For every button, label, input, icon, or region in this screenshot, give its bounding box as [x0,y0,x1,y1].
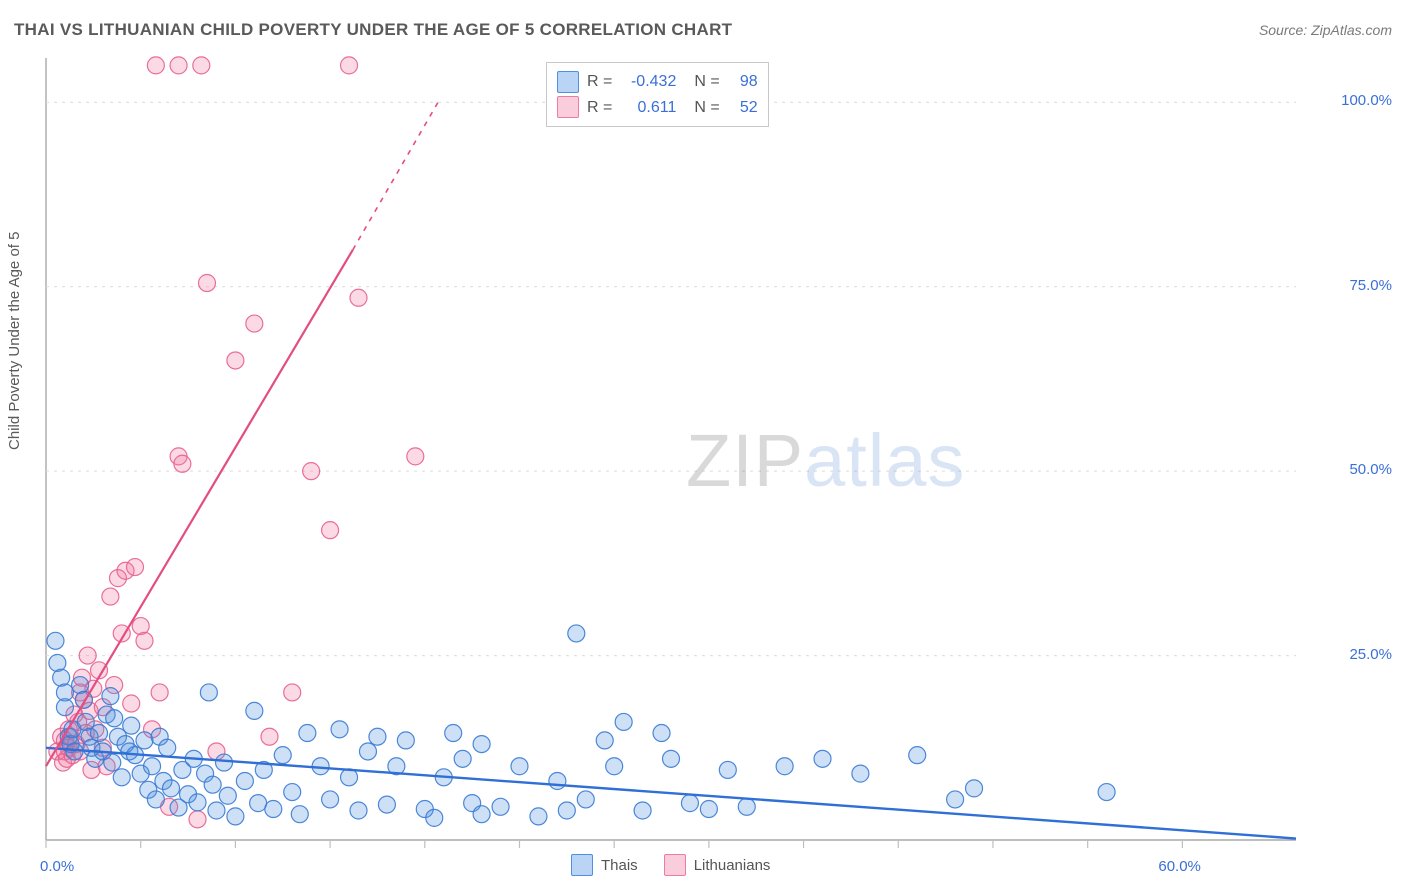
xtick-60: 60.0% [1158,858,1201,875]
plot-area: ZIPatlas R =-0.432N =98R =0.611N =52 [46,58,1296,840]
xtick-0: 0.0% [40,858,74,875]
stat-n-label: N = [694,69,719,95]
bottom-legend: Thais Lithuanians [571,854,770,876]
stat-n-value: 52 [728,95,758,121]
stats-row: R = 0.611 N = 52 [557,95,758,121]
stat-r-value: 0.611 [620,95,676,121]
legend-label: Thais [601,857,638,874]
stat-r-label: R = [587,69,612,95]
stat-n-value: 98 [728,69,758,95]
stat-r-value: -0.432 [620,69,676,95]
legend-item: Thais [571,854,638,876]
y-axis-label: Child Poverty Under the Age of 5 [6,232,23,450]
legend-swatch [664,854,686,876]
stat-r-label: R = [587,95,612,121]
ytick-100: 100.0% [1341,92,1392,109]
legend-swatch [571,854,593,876]
ytick-50: 50.0% [1349,461,1392,478]
ytick-75: 75.0% [1349,277,1392,294]
stats-legend-box: R = -0.432 N = 98 R = 0.611 N = 52 [546,62,769,127]
legend-label: Lithuanians [694,857,771,874]
legend-swatch [557,96,579,118]
legend-item: Lithuanians [664,854,771,876]
source-label: Source: ZipAtlas.com [1259,22,1392,38]
stats-row: R = -0.432 N = 98 [557,69,758,95]
chart-title: THAI VS LITHUANIAN CHILD POVERTY UNDER T… [14,20,732,40]
ytick-25: 25.0% [1349,646,1392,663]
scatter-chart [46,58,1296,840]
legend-swatch [557,71,579,93]
stat-n-label: N = [694,95,719,121]
